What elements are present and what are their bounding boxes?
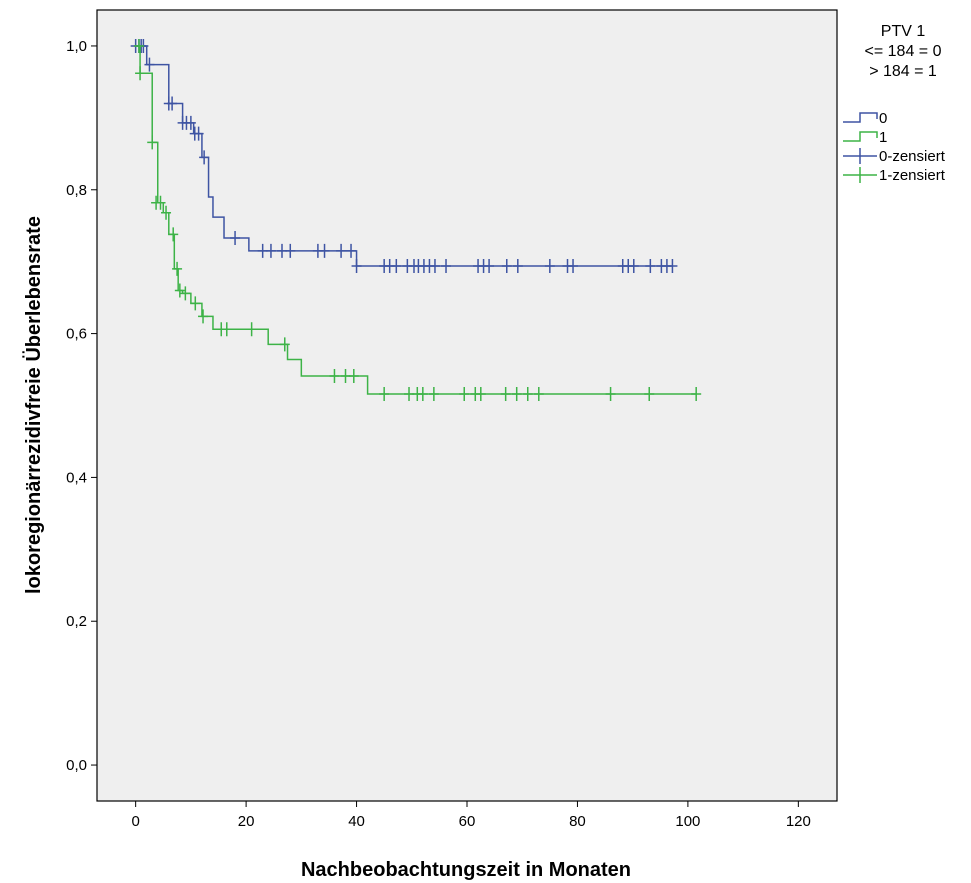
legend-step-symbol xyxy=(843,112,878,123)
censor-mark-0 xyxy=(391,258,402,273)
censor-mark-0 xyxy=(319,243,330,258)
x-tick-label: 80 xyxy=(569,813,586,830)
y-axis-title: lokoregionärrezidivfreie Überlebensrate xyxy=(22,216,45,594)
censor-mark-1 xyxy=(533,386,544,401)
censor-mark-1 xyxy=(161,205,172,220)
censor-mark-1 xyxy=(168,227,179,242)
censor-mark-1 xyxy=(221,322,232,337)
censor-mark-1 xyxy=(133,38,144,53)
censor-mark-0 xyxy=(441,258,452,273)
censor-mark-1 xyxy=(172,261,183,276)
x-tick-label: 120 xyxy=(786,813,811,830)
censor-mark-0 xyxy=(285,243,296,258)
censor-mark-1 xyxy=(190,296,201,311)
censor-mark-0 xyxy=(484,258,495,273)
censor-mark-1 xyxy=(605,386,616,401)
censor-mark-0 xyxy=(568,258,579,273)
censor-mark-0 xyxy=(351,258,362,273)
censor-mark-1 xyxy=(180,286,191,301)
censor-mark-0 xyxy=(336,243,347,258)
censor-mark-1 xyxy=(644,386,655,401)
censor-mark-1 xyxy=(329,369,340,384)
x-axis-title: Nachbeobachtungszeit in Monaten xyxy=(301,859,631,881)
y-tick-label: 0,4 xyxy=(66,469,87,486)
plot-background xyxy=(96,9,838,802)
censor-mark-0 xyxy=(185,115,196,130)
censor-mark-1 xyxy=(348,369,359,384)
censor-mark-1 xyxy=(246,322,257,337)
x-tick-label: 60 xyxy=(459,813,476,830)
censor-mark-0 xyxy=(645,258,656,273)
legend: PTV 1 <= 184 = 0 > 184 = 1 0 1 0-zensiert 1-ze… xyxy=(843,23,946,184)
censor-mark-0 xyxy=(544,258,555,273)
legend-title-line: <= 184 = 0 xyxy=(865,43,942,60)
y-tick-label: 0,0 xyxy=(66,757,87,774)
y-tick-label: 0,6 xyxy=(66,326,87,343)
censor-mark-0 xyxy=(167,96,178,111)
x-tick-label: 20 xyxy=(238,813,255,830)
censor-mark-0 xyxy=(193,126,204,141)
legend-entry-label: 0-zensiert xyxy=(879,148,946,165)
censor-mark-1 xyxy=(279,337,290,352)
legend-title-line: PTV 1 xyxy=(881,23,926,40)
censor-mark-0 xyxy=(144,57,155,72)
censor-mark-0 xyxy=(429,258,440,273)
censor-mark-0 xyxy=(346,243,357,258)
censor-mark-1 xyxy=(155,195,166,210)
censor-mark-1 xyxy=(691,386,702,401)
censor-mark-1 xyxy=(417,386,428,401)
censor-mark-1 xyxy=(500,386,511,401)
censor-mark-1 xyxy=(511,386,522,401)
censor-mark-1 xyxy=(522,386,533,401)
legend-entry-label: 1-zensiert xyxy=(879,167,946,184)
legend-title-line: > 184 = 1 xyxy=(869,63,937,80)
x-tick-label: 0 xyxy=(131,813,139,830)
legend-censor-symbol xyxy=(843,148,877,164)
censor-mark-1 xyxy=(147,135,158,150)
y-tick-label: 0,2 xyxy=(66,613,87,630)
censor-mark-1 xyxy=(459,386,470,401)
censor-mark-1 xyxy=(174,283,185,298)
censor-mark-1 xyxy=(428,386,439,401)
censor-mark-0 xyxy=(628,258,639,273)
censor-mark-0 xyxy=(230,230,241,245)
censor-mark-1 xyxy=(198,309,209,324)
legend-step-symbol xyxy=(843,131,878,142)
censor-mark-0 xyxy=(667,258,678,273)
legend-entry-label: 0 xyxy=(879,110,887,127)
censor-mark-0 xyxy=(265,243,276,258)
survival-curve-1 xyxy=(135,45,697,395)
legend-entry-label: 1 xyxy=(879,129,887,146)
y-tick-label: 1,0 xyxy=(66,38,87,55)
censor-mark-1 xyxy=(135,66,146,81)
censor-mark-1 xyxy=(379,386,390,401)
y-tick-label: 0,8 xyxy=(66,182,87,199)
x-tick-label: 100 xyxy=(675,813,700,830)
censor-mark-0 xyxy=(501,258,512,273)
x-tick-label: 40 xyxy=(348,813,365,830)
censor-mark-0 xyxy=(199,150,210,165)
legend-censor-symbol xyxy=(843,167,877,183)
censor-mark-1 xyxy=(475,386,486,401)
censor-mark-0 xyxy=(512,258,523,273)
